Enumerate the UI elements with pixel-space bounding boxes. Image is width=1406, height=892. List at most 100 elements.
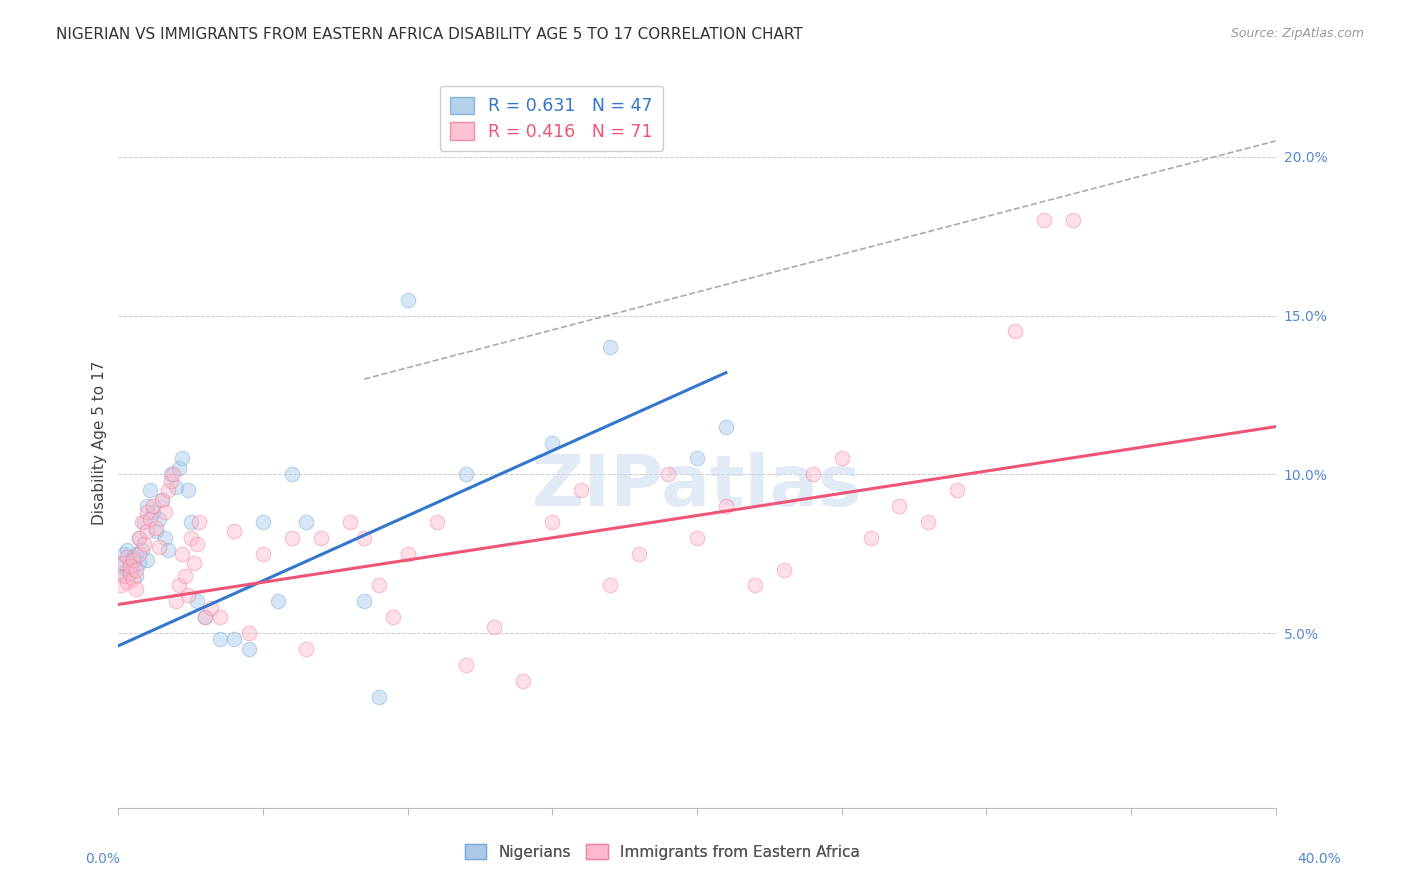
- Point: [112, 569, 135, 583]
- Point: [115, 543, 138, 558]
- Point: [150, 492, 173, 507]
- Point: [484, 620, 506, 634]
- Point: [657, 467, 679, 482]
- Point: [162, 467, 184, 482]
- Point: [125, 547, 148, 561]
- Point: [136, 553, 159, 567]
- Point: [194, 610, 217, 624]
- Point: [426, 515, 449, 529]
- Point: [295, 515, 318, 529]
- Point: [801, 467, 824, 482]
- Point: [122, 559, 145, 574]
- Point: [186, 537, 208, 551]
- Point: [174, 569, 197, 583]
- Point: [128, 556, 150, 570]
- Point: [118, 566, 141, 580]
- Point: [122, 572, 145, 586]
- Point: [541, 435, 564, 450]
- Point: [125, 569, 148, 583]
- Point: [139, 483, 162, 497]
- Point: [180, 515, 202, 529]
- Point: [115, 549, 138, 564]
- Point: [128, 547, 150, 561]
- Point: [183, 556, 205, 570]
- Point: [172, 547, 194, 561]
- Point: [281, 467, 304, 482]
- Point: [136, 499, 159, 513]
- Point: [128, 531, 150, 545]
- Point: [142, 499, 165, 513]
- Point: [454, 467, 477, 482]
- Point: [266, 594, 288, 608]
- Text: Source: ZipAtlas.com: Source: ZipAtlas.com: [1230, 27, 1364, 40]
- Point: [110, 556, 132, 570]
- Text: NIGERIAN VS IMMIGRANTS FROM EASTERN AFRICA DISABILITY AGE 5 TO 17 CORRELATION CH: NIGERIAN VS IMMIGRANTS FROM EASTERN AFRI…: [56, 27, 803, 42]
- Point: [186, 594, 208, 608]
- Point: [512, 673, 534, 688]
- Point: [148, 541, 170, 555]
- Point: [112, 569, 135, 583]
- Point: [309, 531, 332, 545]
- Point: [859, 531, 882, 545]
- Point: [353, 531, 375, 545]
- Point: [159, 467, 181, 482]
- Point: [156, 483, 179, 497]
- Point: [252, 547, 274, 561]
- Point: [281, 531, 304, 545]
- Point: [194, 610, 217, 624]
- Legend: Nigerians, Immigrants from Eastern Africa: Nigerians, Immigrants from Eastern Afric…: [458, 838, 866, 866]
- Point: [454, 657, 477, 672]
- Point: [353, 594, 375, 608]
- Point: [714, 499, 737, 513]
- Point: [224, 632, 246, 647]
- Point: [200, 600, 222, 615]
- Point: [145, 521, 167, 535]
- Point: [115, 562, 138, 576]
- Point: [180, 531, 202, 545]
- Point: [118, 559, 141, 574]
- Point: [153, 505, 176, 519]
- Point: [917, 515, 939, 529]
- Point: [889, 499, 911, 513]
- Point: [396, 293, 419, 307]
- Point: [165, 594, 187, 608]
- Point: [156, 543, 179, 558]
- Point: [744, 578, 766, 592]
- Point: [142, 505, 165, 519]
- Text: ZIPatlas: ZIPatlas: [531, 452, 862, 521]
- Point: [139, 512, 162, 526]
- Point: [110, 578, 132, 592]
- Point: [396, 547, 419, 561]
- Point: [714, 419, 737, 434]
- Point: [208, 610, 231, 624]
- Point: [339, 515, 361, 529]
- Point: [1062, 213, 1084, 227]
- Point: [367, 690, 389, 704]
- Point: [150, 492, 173, 507]
- Point: [112, 556, 135, 570]
- Point: [118, 566, 141, 580]
- Point: [131, 515, 153, 529]
- Text: 40.0%: 40.0%: [1296, 852, 1341, 866]
- Point: [224, 524, 246, 539]
- Point: [131, 543, 153, 558]
- Point: [295, 641, 318, 656]
- Point: [541, 515, 564, 529]
- Point: [686, 531, 709, 545]
- Point: [125, 562, 148, 576]
- Point: [188, 515, 211, 529]
- Point: [115, 575, 138, 590]
- Point: [599, 340, 621, 354]
- Point: [159, 474, 181, 488]
- Point: [125, 582, 148, 596]
- Point: [167, 578, 190, 592]
- Point: [772, 562, 794, 576]
- Point: [128, 531, 150, 545]
- Point: [208, 632, 231, 647]
- Point: [122, 549, 145, 564]
- Point: [145, 524, 167, 539]
- Point: [167, 461, 190, 475]
- Point: [367, 578, 389, 592]
- Point: [1033, 213, 1056, 227]
- Point: [118, 553, 141, 567]
